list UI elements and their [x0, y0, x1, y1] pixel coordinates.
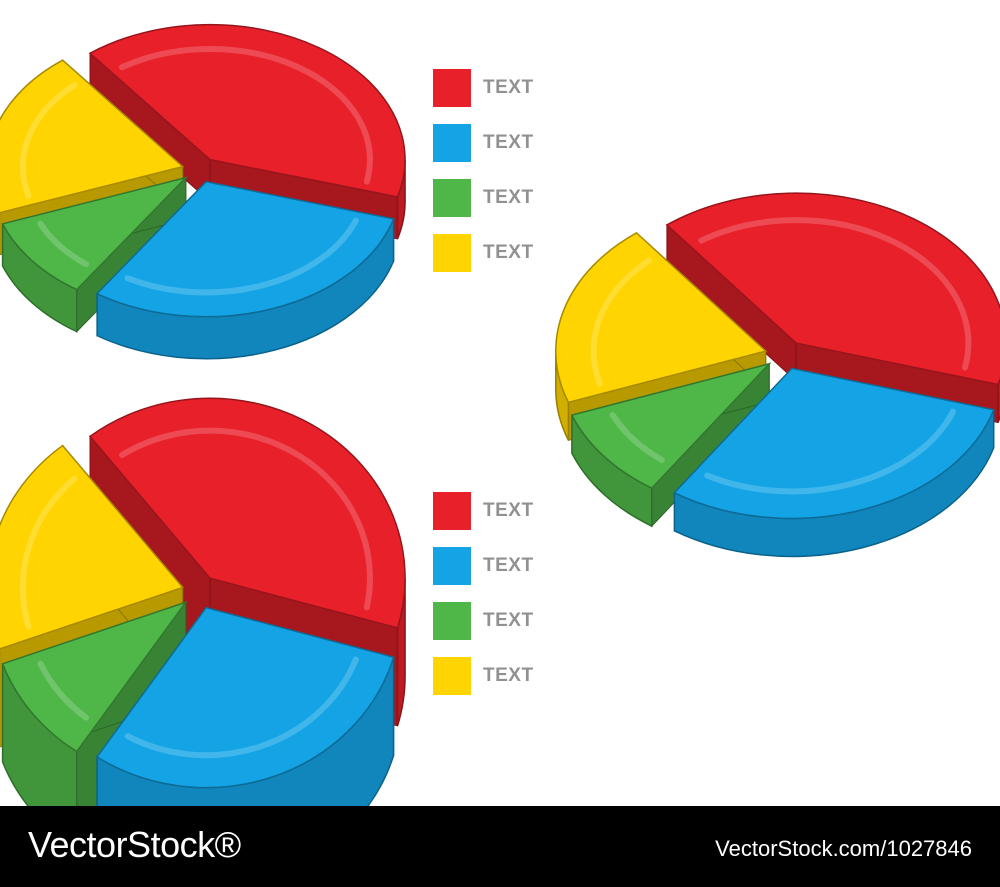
- legend-item-yellow: TEXT: [433, 225, 534, 280]
- legend-item-red: TEXT: [433, 483, 534, 538]
- legend-swatch-green: [433, 601, 471, 640]
- legend-item-green: TEXT: [433, 593, 534, 648]
- legend-swatch-red: [433, 491, 471, 530]
- legend-bottom: TEXT TEXT TEXT TEXT: [433, 483, 534, 703]
- legend-label: TEXT: [483, 241, 534, 263]
- legend-label: TEXT: [483, 609, 534, 631]
- brand-logo: VectorStock®: [28, 824, 241, 865]
- legend-item-blue: TEXT: [433, 538, 534, 593]
- legend-label: TEXT: [483, 131, 534, 153]
- legend-swatch-red: [433, 68, 471, 107]
- legend-swatch-blue: [433, 546, 471, 585]
- legend-item-yellow: TEXT: [433, 648, 534, 703]
- legend-label: TEXT: [483, 554, 534, 576]
- pie-chart-3: [0, 397, 406, 887]
- pie-slice-green: [570, 362, 772, 528]
- legend-swatch-yellow: [433, 656, 471, 695]
- legend-top: TEXT TEXT TEXT TEXT: [433, 60, 534, 280]
- legend-swatch-blue: [433, 123, 471, 162]
- footer-bar: VectorStock® VectorStock.com/1027846: [0, 806, 1000, 887]
- legend-label: TEXT: [483, 76, 534, 98]
- image-id: VectorStock.com/1027846: [715, 836, 972, 861]
- legend-item-blue: TEXT: [433, 115, 534, 170]
- pie-chart-2: [555, 192, 1000, 558]
- legend-item-green: TEXT: [433, 170, 534, 225]
- pie-chart-1: [0, 23, 406, 360]
- legend-swatch-green: [433, 178, 471, 217]
- legend-swatch-yellow: [433, 233, 471, 272]
- pie-slice-blue: [95, 180, 395, 360]
- legend-item-red: TEXT: [433, 60, 534, 115]
- legend-label: TEXT: [483, 499, 534, 521]
- pie-slice-blue: [673, 367, 995, 558]
- legend-label: TEXT: [483, 186, 534, 208]
- legend-label: TEXT: [483, 664, 534, 686]
